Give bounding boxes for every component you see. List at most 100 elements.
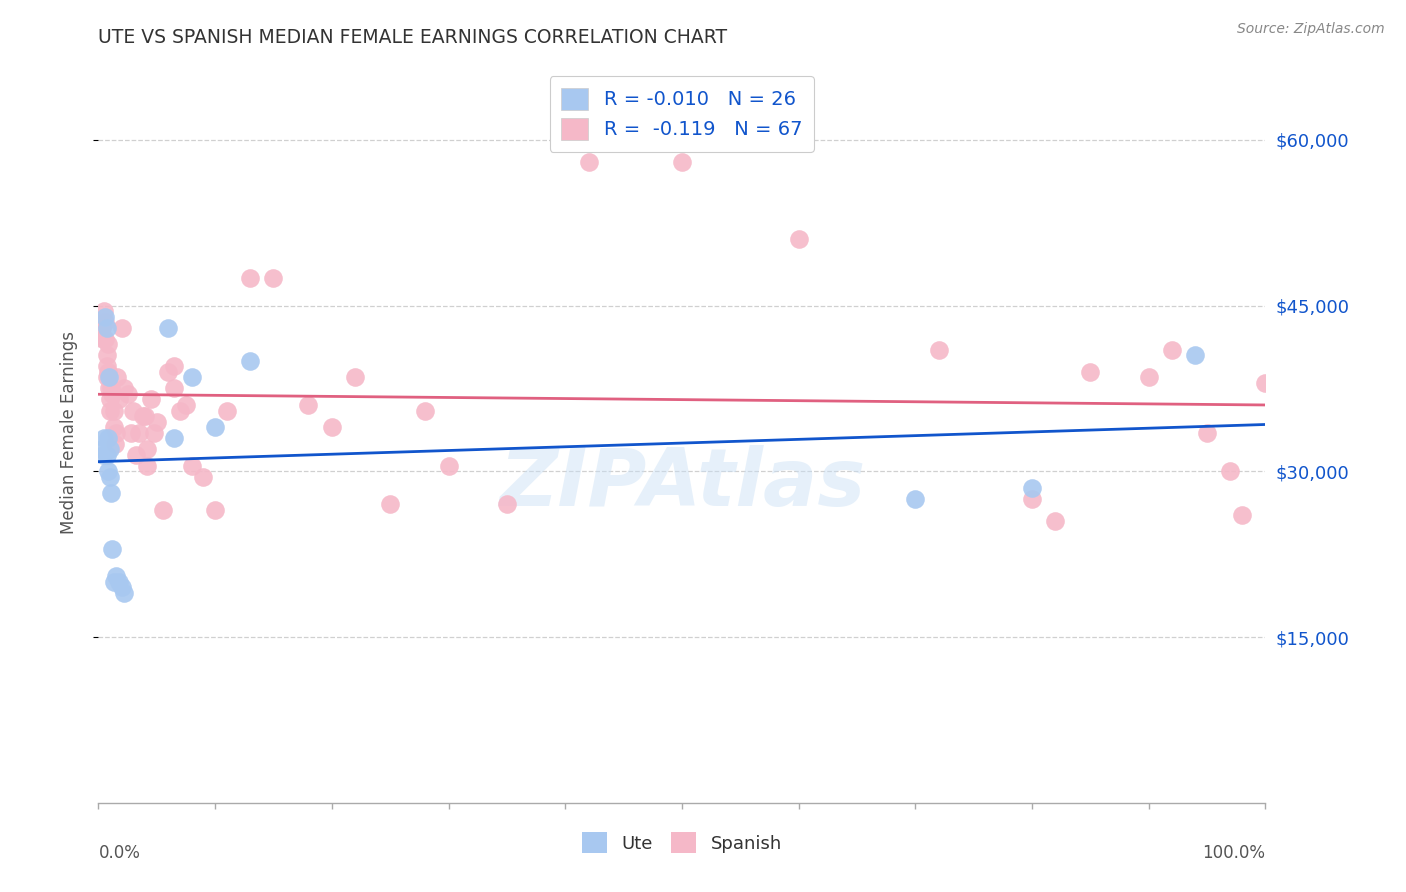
Point <box>122 403 145 417</box>
Point <box>94 332 117 346</box>
Point <box>93 304 115 318</box>
Point <box>101 541 124 556</box>
Point <box>98 403 121 417</box>
Point <box>157 365 180 379</box>
Point <box>120 425 142 440</box>
Point <box>1195 425 1218 440</box>
Text: UTE VS SPANISH MEDIAN FEMALE EARNINGS CORRELATION CHART: UTE VS SPANISH MEDIAN FEMALE EARNINGS CO… <box>98 28 727 47</box>
Point <box>98 470 121 484</box>
Point <box>180 370 202 384</box>
Point <box>671 154 693 169</box>
Point <box>1021 491 1043 506</box>
Point <box>1230 508 1253 523</box>
Point <box>103 574 125 589</box>
Point <box>380 498 402 512</box>
Point <box>125 448 148 462</box>
Point <box>1080 365 1102 379</box>
Point <box>96 448 118 462</box>
Point <box>111 580 134 594</box>
Point <box>104 569 127 583</box>
Point <box>169 403 191 417</box>
Point <box>104 425 127 440</box>
Point <box>1219 464 1241 478</box>
Point <box>297 398 319 412</box>
Point <box>163 381 186 395</box>
Point <box>239 353 262 368</box>
Point <box>904 491 927 506</box>
Point <box>104 436 127 450</box>
Point <box>96 359 118 374</box>
Point <box>578 154 600 169</box>
Point <box>157 320 180 334</box>
Point <box>97 431 120 445</box>
Point <box>143 425 166 440</box>
Text: 100.0%: 100.0% <box>1202 844 1265 862</box>
Point <box>1137 370 1160 384</box>
Point <box>344 370 367 384</box>
Point <box>97 365 120 379</box>
Point <box>90 442 112 457</box>
Point <box>134 409 156 423</box>
Point <box>174 398 197 412</box>
Point <box>111 320 134 334</box>
Point <box>117 387 139 401</box>
Point <box>103 420 125 434</box>
Point <box>180 458 202 473</box>
Legend: Ute, Spanish: Ute, Spanish <box>575 825 789 861</box>
Point <box>321 420 343 434</box>
Point <box>193 470 215 484</box>
Point <box>101 387 124 401</box>
Point <box>105 370 128 384</box>
Point <box>91 448 114 462</box>
Point <box>1184 348 1206 362</box>
Text: Source: ZipAtlas.com: Source: ZipAtlas.com <box>1237 22 1385 37</box>
Point <box>91 332 114 346</box>
Point <box>204 503 226 517</box>
Point <box>928 343 950 357</box>
Point <box>1254 376 1277 390</box>
Point <box>97 337 120 351</box>
Point <box>128 425 150 440</box>
Y-axis label: Median Female Earnings: Median Female Earnings <box>59 331 77 534</box>
Point <box>1045 514 1067 528</box>
Point <box>93 431 115 445</box>
Point <box>96 320 118 334</box>
Point <box>94 310 117 324</box>
Point <box>136 458 159 473</box>
Point <box>97 464 120 478</box>
Point <box>204 420 226 434</box>
Point <box>215 403 238 417</box>
Point <box>146 415 169 429</box>
Point <box>98 442 121 457</box>
Point <box>496 498 519 512</box>
Point <box>100 381 122 395</box>
Point <box>100 486 122 500</box>
Point <box>96 370 118 384</box>
Text: ZIPAtlas: ZIPAtlas <box>499 445 865 524</box>
Point <box>163 431 186 445</box>
Point <box>1021 481 1043 495</box>
Point <box>103 403 125 417</box>
Point <box>98 392 121 407</box>
Point <box>437 458 460 473</box>
Point <box>152 503 174 517</box>
Point <box>262 271 284 285</box>
Point <box>139 392 162 407</box>
Point <box>108 392 131 407</box>
Point <box>96 348 118 362</box>
Point <box>97 381 120 395</box>
Text: 0.0%: 0.0% <box>98 844 141 862</box>
Point <box>136 442 159 457</box>
Point <box>413 403 436 417</box>
Point <box>1161 343 1184 357</box>
Point <box>97 370 120 384</box>
Point <box>90 320 112 334</box>
Point <box>787 232 810 246</box>
Point <box>132 409 155 423</box>
Point <box>112 381 135 395</box>
Point <box>94 315 117 329</box>
Point <box>112 586 135 600</box>
Point <box>163 359 186 374</box>
Point <box>108 574 131 589</box>
Point <box>239 271 262 285</box>
